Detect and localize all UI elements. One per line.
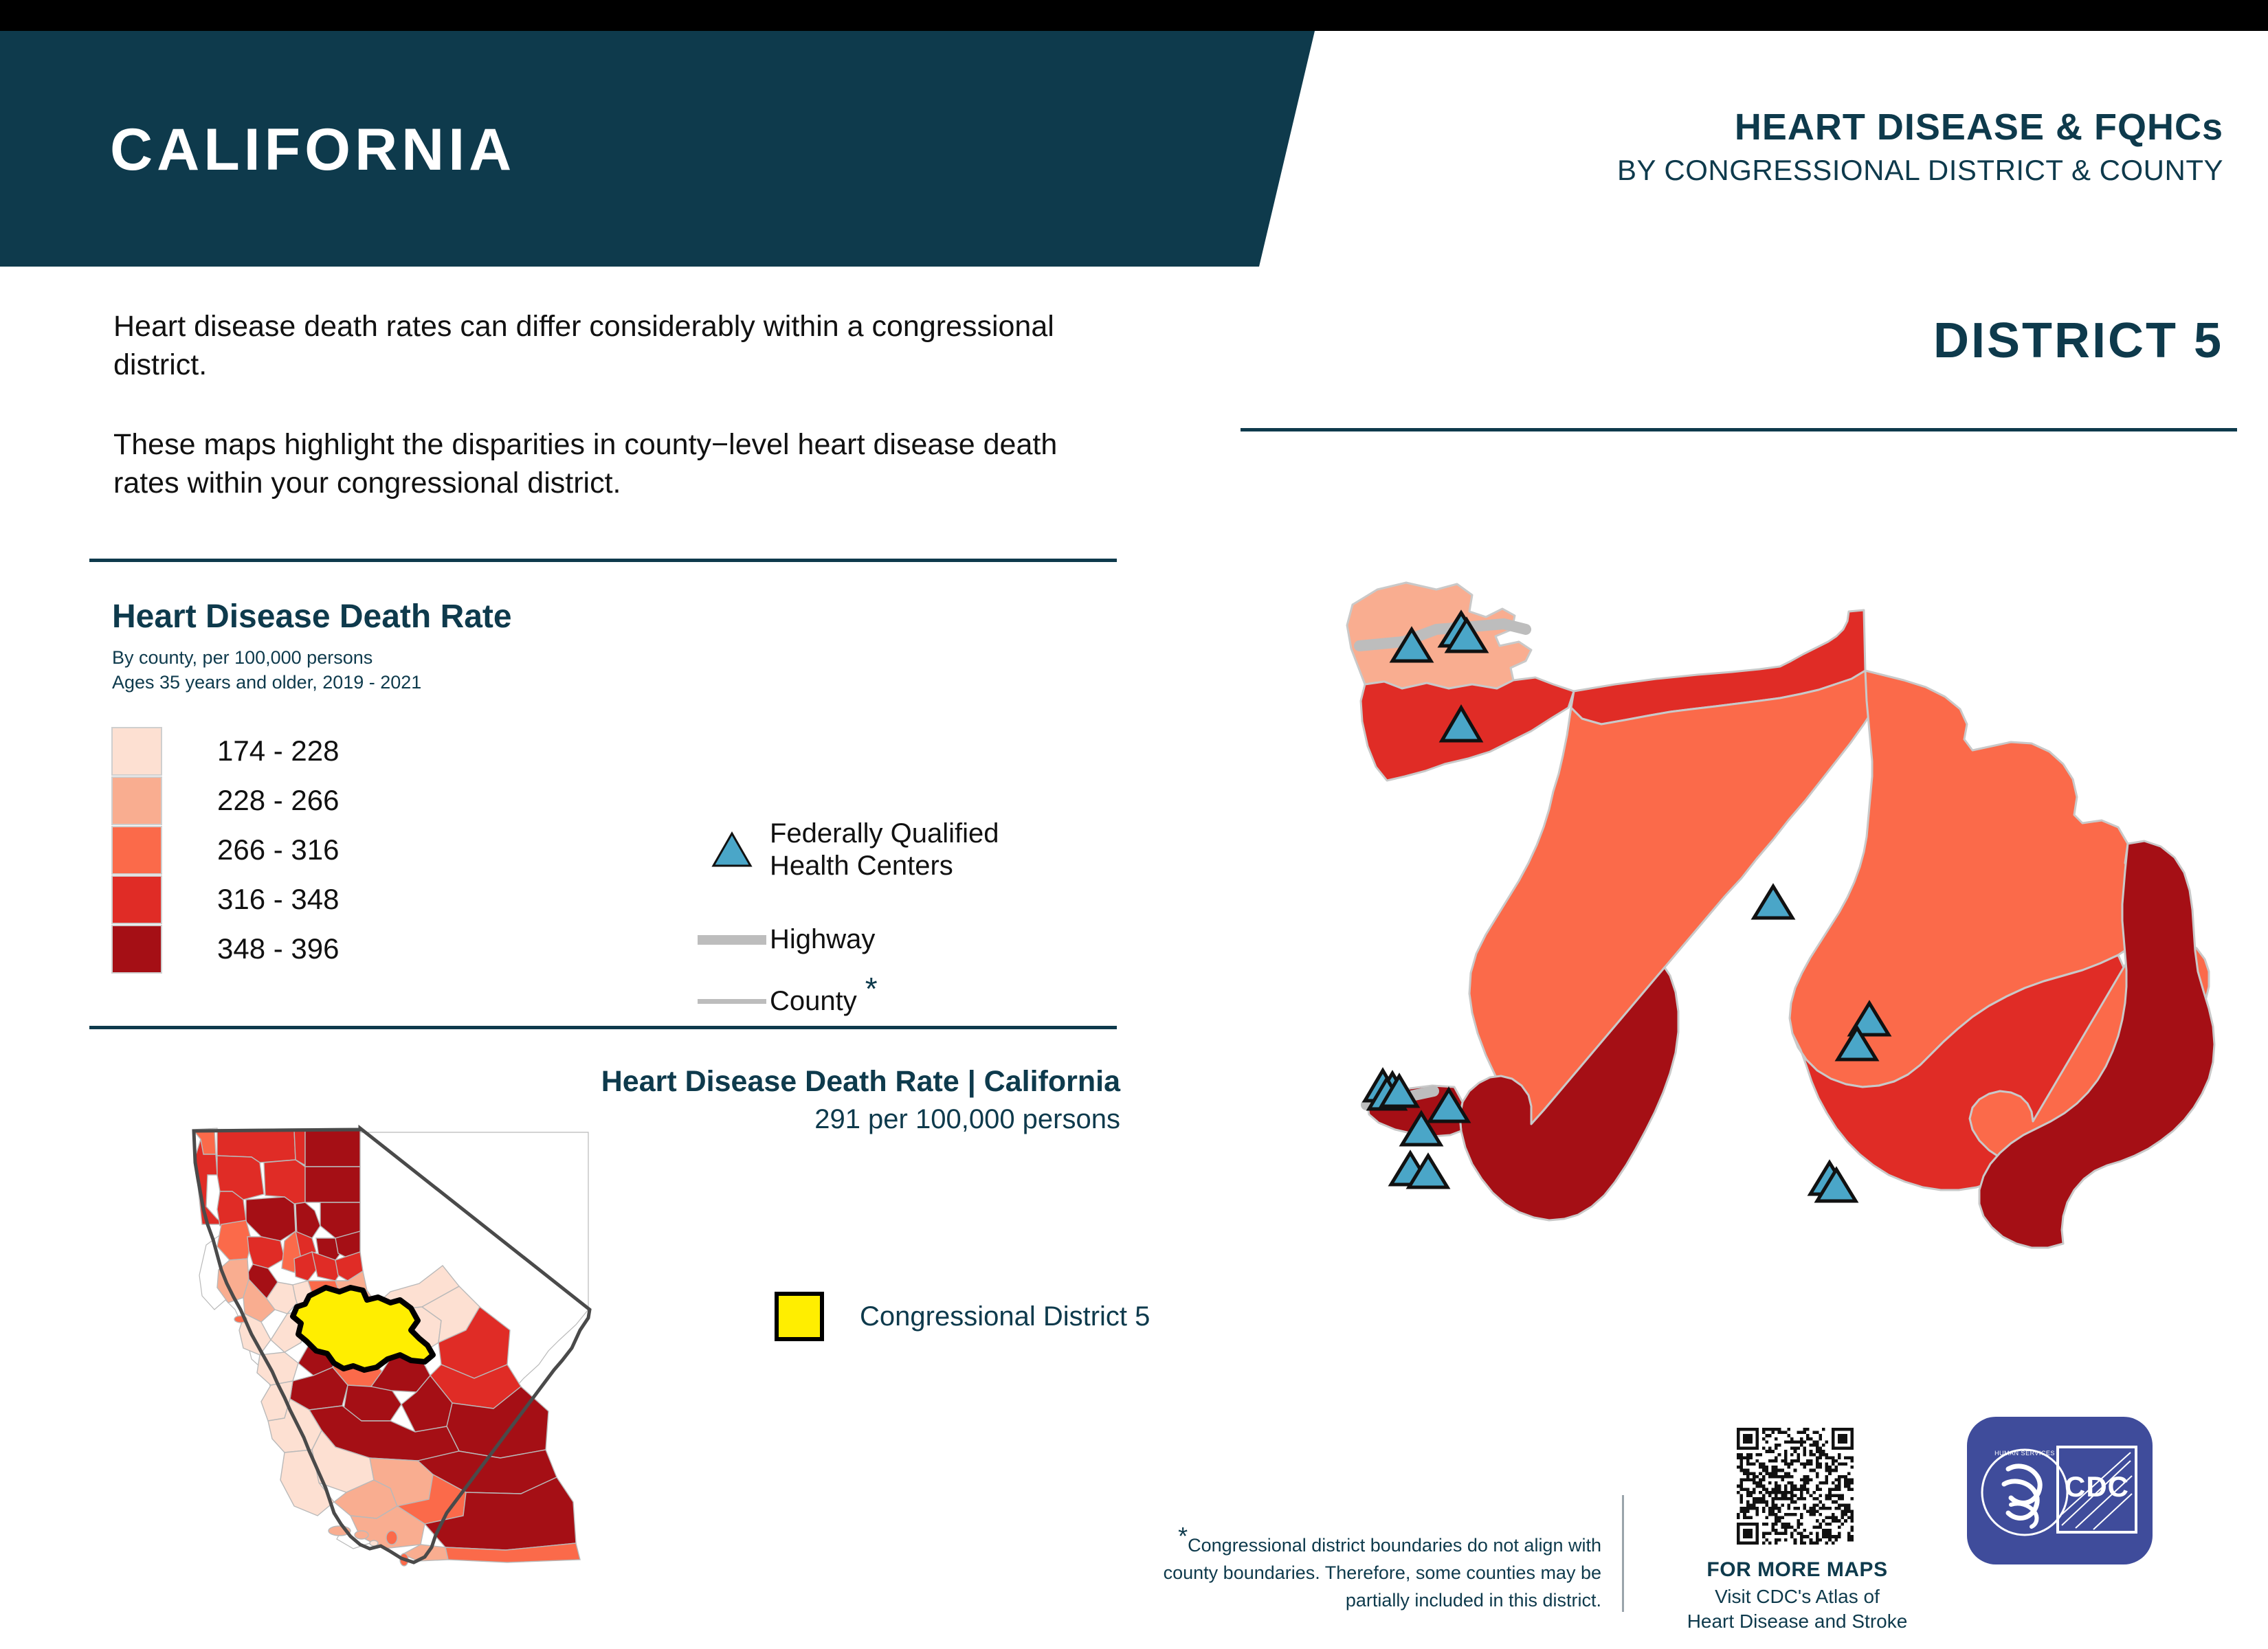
district-legend: Congressional District 5 [775, 1292, 1150, 1341]
legend-swatch-row: 348 - 396 [111, 924, 339, 974]
svg-text:HUMAN SERVICES: HUMAN SERVICES [1994, 1450, 2055, 1457]
fqhc-markers [1361, 609, 1892, 1203]
legend-swatch-color [111, 825, 162, 875]
fqhc-marker [1405, 1152, 1451, 1189]
footnote: *Congressional district boundaries do no… [1161, 1524, 1601, 1615]
top-black-band [0, 0, 2268, 31]
footer-divider [1622, 1495, 1624, 1612]
fqhc-marker [1834, 1024, 1880, 1062]
header-banner [0, 31, 1315, 267]
divider-top-left [89, 559, 1117, 562]
legend-county-row: County * [694, 973, 999, 1018]
fqhc-marker [1750, 883, 1796, 920]
fqhc-marker [1399, 1110, 1444, 1147]
legend-swatch-row: 266 - 316 [111, 825, 339, 875]
legend-fqhc-line2: Health Centers [770, 851, 953, 882]
fqhc-triangle-icon [694, 831, 770, 869]
more-maps-block: FOR MORE MAPS Visit CDC's Atlas of Heart… [1670, 1558, 1924, 1634]
legend-fqhc-line1: Federally Qualified [770, 818, 999, 849]
county-southeast [1978, 840, 2216, 1249]
legend-subtitle: By county, per 100,000 persons Ages 35 y… [112, 646, 421, 695]
hhs-seal-icon: HUMAN SERVICES [1981, 1448, 2069, 1536]
fqhc-marker [1378, 1073, 1421, 1108]
state-rate-title: Heart Disease Death Rate | California [601, 1065, 1120, 1098]
district-highlight-shape [290, 1285, 436, 1373]
legend-swatch-label: 266 - 316 [217, 833, 340, 866]
district-detail-map [1230, 474, 2241, 1360]
legend-fqhc-label: Federally Qualified Health Centers [770, 818, 999, 882]
cdc-wordmark: CDC [2065, 1470, 2129, 1503]
map-symbol-legend: Federally Qualified Health Centers Highw… [694, 818, 999, 1035]
qr-code[interactable] [1737, 1428, 1854, 1545]
county-asterisk: * [865, 971, 878, 1007]
legend-swatch-label: 228 - 266 [217, 784, 340, 816]
intro-paragraph-2: These maps highlight the disparities in … [113, 427, 1058, 500]
county-nw-upper [1346, 581, 1533, 690]
legend-swatch-label: 348 - 396 [217, 932, 340, 965]
district-legend-swatch [775, 1292, 824, 1341]
legend-swatch-list: 174 - 228 228 - 266 266 - 316 316 - 348 … [111, 726, 339, 974]
intro-paragraph-1: Heart disease death rates can differ con… [113, 310, 1054, 381]
cdc-logo: HUMAN SERVICES CDC [1967, 1417, 2153, 1564]
legend-subtitle-line1: By county, per 100,000 persons [112, 647, 373, 668]
divider-bottom-left [89, 1026, 1117, 1029]
fqhc-marker [1444, 616, 1489, 653]
page-title-district: DISTRICT 5 [1933, 313, 2223, 368]
highway-line-icon [694, 934, 770, 945]
report-title: HEART DISEASE & FQHCs [1734, 106, 2223, 148]
legend-title: Heart Disease Death Rate [112, 598, 512, 635]
legend-swatch-row: 228 - 266 [111, 776, 339, 825]
legend-swatch-color [111, 875, 162, 924]
more-maps-heading: FOR MORE MAPS [1706, 1558, 1888, 1581]
fqhc-marker [1438, 704, 1484, 743]
county-southwest [1458, 966, 1680, 1222]
intro-text: Heart disease death rates can differ con… [113, 308, 1117, 503]
more-maps-line2: Heart Disease and Stroke [1687, 1610, 1908, 1632]
header-title-block: HEART DISEASE & FQHCs BY CONGRESSIONAL D… [1617, 106, 2223, 188]
county-line-icon [694, 998, 770, 1004]
district-legend-label: Congressional District 5 [860, 1301, 1150, 1332]
state-rate-value: 291 per 100,000 persons [814, 1104, 1120, 1134]
fqhc-marker [1389, 626, 1434, 663]
footnote-asterisk: * [1178, 1522, 1188, 1550]
state-rate-block: Heart Disease Death Rate | California 29… [481, 1065, 1120, 1135]
legend-subtitle-line2: Ages 35 years and older, 2019 - 2021 [112, 671, 422, 693]
legend-county-label: County * [770, 973, 878, 1018]
legend-county-text: County [770, 985, 857, 1016]
legend-fqhc-row: Federally Qualified Health Centers [694, 818, 999, 882]
legend-swatch-color [111, 924, 162, 974]
legend-highway-row: Highway [694, 923, 999, 956]
legend-swatch-color [111, 726, 162, 776]
legend-swatch-color [111, 776, 162, 825]
california-inset-map [164, 1103, 603, 1567]
legend-swatch-label: 316 - 348 [217, 883, 340, 915]
legend-swatch-row: 316 - 348 [111, 875, 339, 924]
legend-highway-label: Highway [770, 924, 876, 955]
legend-swatch-row: 174 - 228 [111, 726, 339, 776]
divider-district [1241, 428, 2237, 431]
report-subtitle: BY CONGRESSIONAL DISTRICT & COUNTY [1616, 154, 2223, 187]
county-central-west [1468, 669, 1883, 1125]
cdc-box-icon [2056, 1446, 2137, 1534]
footnote-text: Congressional district boundaries do not… [1163, 1535, 1601, 1611]
fqhc-marker [1814, 1166, 1859, 1203]
fqhc-marker [1847, 1000, 1892, 1037]
legend-swatch-label: 174 - 228 [217, 734, 340, 767]
fqhc-marker [1426, 1086, 1471, 1123]
state-title: CALIFORNIA [110, 117, 516, 183]
more-maps-line1: Visit CDC's Atlas of [1715, 1586, 1880, 1607]
